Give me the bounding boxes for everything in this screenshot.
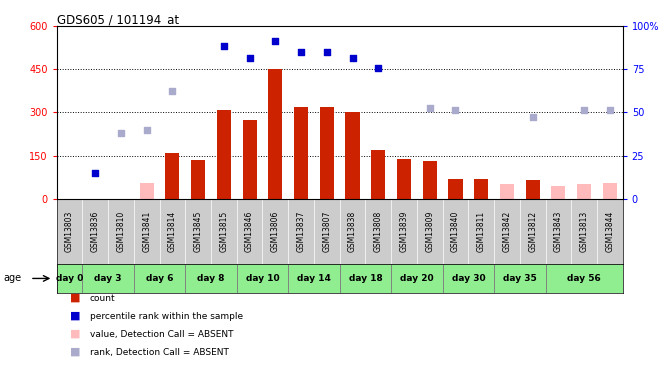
Text: ■: ■: [70, 311, 81, 321]
Text: GSM13846: GSM13846: [245, 211, 254, 252]
Bar: [83, 264, 134, 292]
Bar: [494, 264, 545, 292]
Bar: [474, 178, 488, 199]
Text: percentile rank within the sample: percentile rank within the sample: [90, 312, 243, 321]
Text: day 6: day 6: [146, 274, 173, 283]
Text: GSM13840: GSM13840: [451, 211, 460, 252]
Point: [424, 105, 435, 111]
Bar: [500, 184, 514, 199]
Text: day 35: day 35: [503, 274, 537, 283]
Point: [450, 106, 461, 112]
Bar: [340, 264, 391, 292]
Text: GSM13843: GSM13843: [554, 211, 563, 252]
Bar: [294, 107, 308, 199]
Text: GSM13806: GSM13806: [271, 211, 280, 252]
Point: [90, 170, 101, 176]
Text: count: count: [90, 294, 115, 303]
Text: GSM13842: GSM13842: [502, 211, 511, 252]
Text: GSM13844: GSM13844: [605, 211, 614, 252]
Text: rank, Detection Call = ABSENT: rank, Detection Call = ABSENT: [90, 348, 229, 357]
Text: day 10: day 10: [246, 274, 279, 283]
Text: GSM13836: GSM13836: [91, 211, 100, 252]
Point: [270, 38, 280, 44]
Text: value, Detection Call = ABSENT: value, Detection Call = ABSENT: [90, 330, 233, 339]
Text: GSM13811: GSM13811: [477, 211, 486, 252]
Text: GSM13808: GSM13808: [374, 211, 383, 252]
Text: day 20: day 20: [400, 274, 434, 283]
Bar: [391, 264, 443, 292]
Bar: [346, 112, 360, 199]
Bar: [191, 160, 205, 199]
Text: GSM13809: GSM13809: [425, 211, 434, 252]
Text: day 30: day 30: [452, 274, 485, 283]
Point: [605, 106, 615, 112]
Bar: [236, 264, 288, 292]
Bar: [423, 161, 437, 199]
Bar: [268, 69, 282, 199]
Bar: [134, 264, 185, 292]
Text: ■: ■: [70, 329, 81, 339]
Text: day 0: day 0: [56, 274, 83, 283]
Bar: [165, 153, 179, 199]
Text: GSM13841: GSM13841: [142, 211, 151, 252]
Bar: [551, 186, 565, 199]
Bar: [603, 183, 617, 199]
Text: GSM13807: GSM13807: [322, 211, 331, 252]
Point: [322, 49, 332, 55]
Point: [527, 114, 538, 120]
Point: [218, 44, 229, 50]
Bar: [525, 180, 539, 199]
Bar: [577, 184, 591, 199]
Point: [373, 65, 384, 71]
Bar: [443, 264, 494, 292]
Text: GSM13838: GSM13838: [348, 211, 357, 252]
Text: GSM13839: GSM13839: [400, 211, 408, 252]
Point: [296, 49, 306, 55]
Point: [579, 106, 589, 112]
Point: [347, 55, 358, 61]
Text: GSM13813: GSM13813: [579, 211, 589, 252]
Text: GDS605 / 101194_at: GDS605 / 101194_at: [57, 13, 178, 26]
Bar: [448, 178, 462, 199]
Text: ■: ■: [70, 347, 81, 357]
Text: day 56: day 56: [567, 274, 601, 283]
Text: GSM13814: GSM13814: [168, 211, 177, 252]
Text: ■: ■: [70, 293, 81, 303]
Bar: [242, 120, 256, 199]
Bar: [545, 264, 623, 292]
Text: GSM13837: GSM13837: [296, 211, 306, 252]
Point: [167, 88, 178, 94]
Point: [141, 127, 152, 133]
Bar: [57, 264, 83, 292]
Bar: [288, 264, 340, 292]
Text: GSM13812: GSM13812: [528, 211, 537, 252]
Text: GSM13815: GSM13815: [219, 211, 228, 252]
Text: GSM13810: GSM13810: [117, 211, 125, 252]
Text: GSM13845: GSM13845: [194, 211, 202, 252]
Text: day 3: day 3: [95, 274, 122, 283]
Bar: [320, 107, 334, 199]
Bar: [217, 110, 231, 199]
Point: [116, 130, 127, 136]
Bar: [140, 183, 154, 199]
Text: age: age: [3, 273, 21, 284]
Point: [244, 55, 255, 61]
Bar: [185, 264, 236, 292]
Bar: [371, 150, 386, 199]
Bar: [397, 159, 411, 199]
Text: day 8: day 8: [197, 274, 224, 283]
Text: day 18: day 18: [348, 274, 382, 283]
Text: day 14: day 14: [297, 274, 331, 283]
Text: GSM13803: GSM13803: [65, 211, 74, 252]
